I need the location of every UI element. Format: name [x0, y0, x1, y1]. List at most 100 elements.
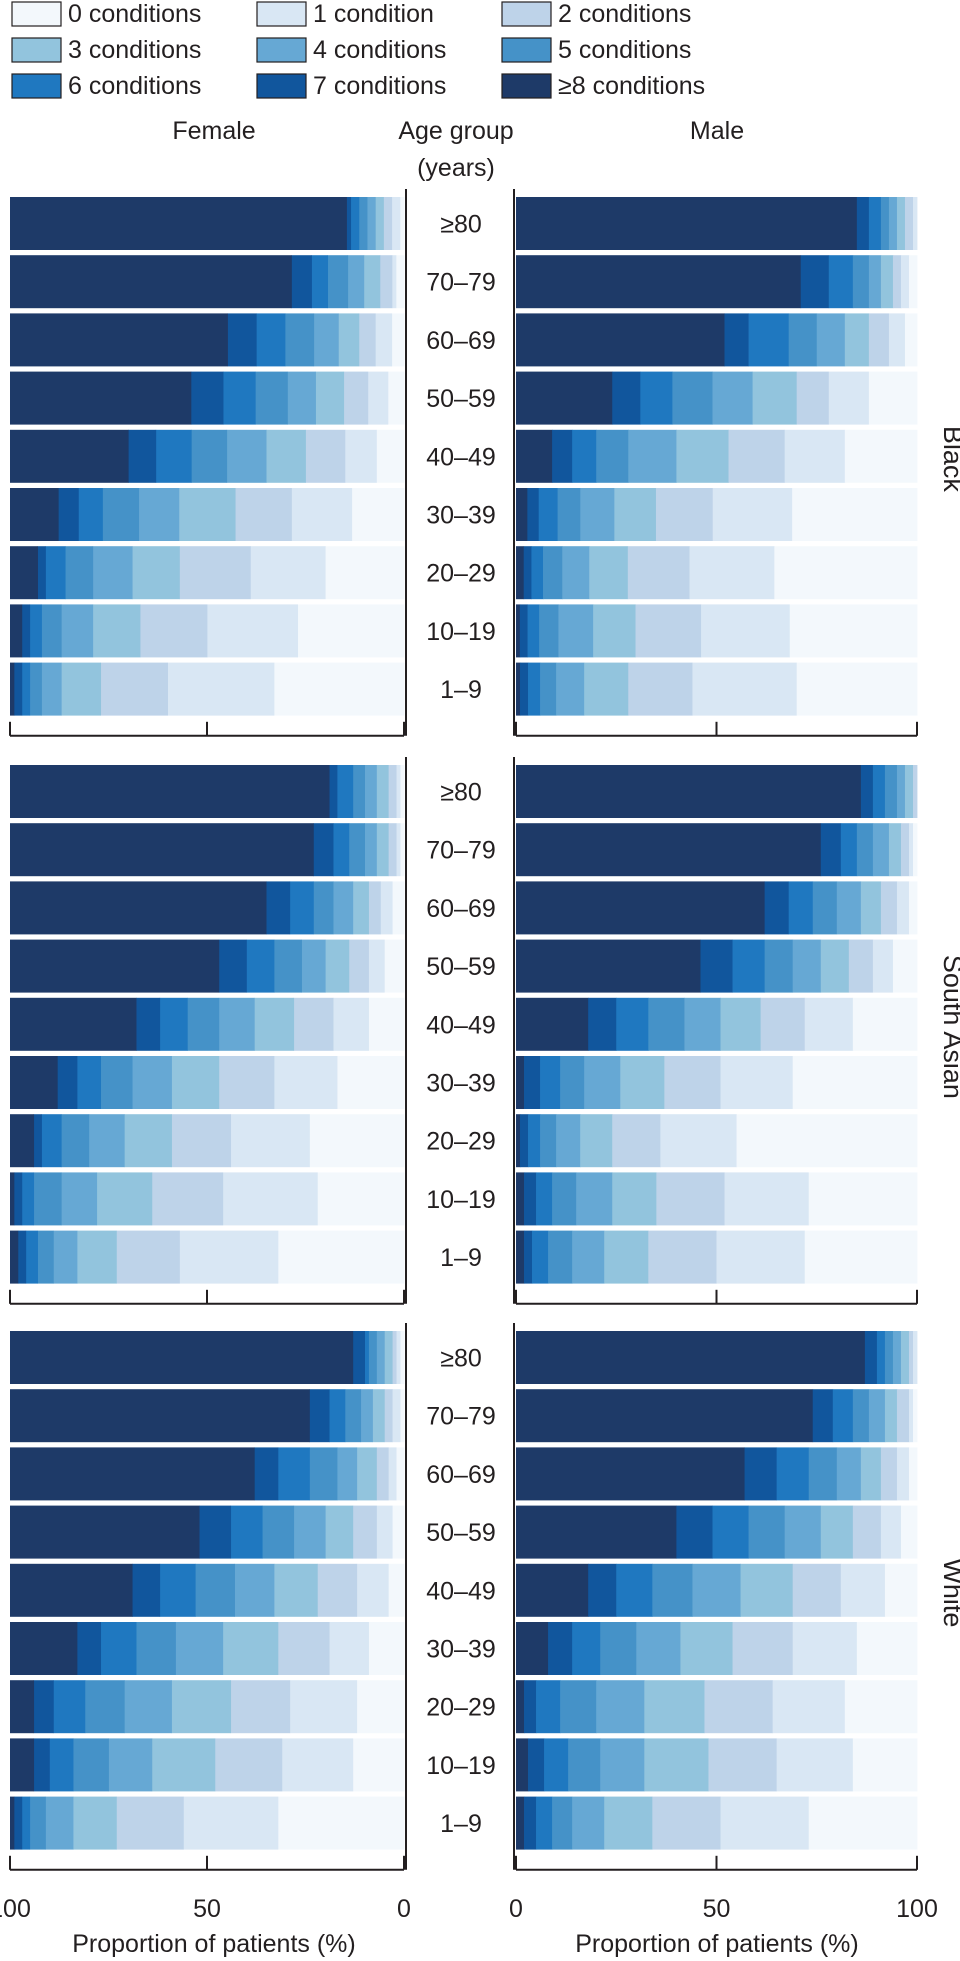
bar-segment-female-south-asian-ge80-8	[10, 765, 330, 818]
panel-label-black: Black	[938, 426, 960, 493]
bar-segment-male-white-50-59-5	[748, 1505, 786, 1559]
bar-segment-female-south-asian-1-9-0	[277, 1230, 405, 1284]
bar-segment-female-black-30-39-3	[178, 488, 236, 541]
bar-segment-male-black-1-9-0	[796, 662, 918, 716]
bar-segment-female-south-asian-30-39-1	[273, 1056, 338, 1109]
bar-segment-male-white-70-79-7	[812, 1389, 834, 1443]
bar-segment-male-black-50-59-2	[796, 371, 830, 425]
bar-segment-male-black-70-79-8	[516, 255, 802, 309]
bar-segment-female-south-asian-40-49-6	[159, 997, 188, 1051]
bar-segment-female-black-20-29-4	[92, 546, 133, 600]
legend-item-5-conditions: 5 conditions	[501, 36, 691, 64]
age-group-label: 30–39	[426, 502, 496, 530]
bar-segment-male-white-50-59-6	[712, 1505, 749, 1559]
bar-segment-female-south-asian-20-29-4	[88, 1114, 125, 1168]
bar-segment-male-white-30-39-6	[572, 1622, 601, 1675]
bar-segment-female-white-10-19-1	[281, 1738, 354, 1792]
bar-segment-female-black-50-59-0	[387, 371, 405, 425]
bar-segment-male-black-30-39-3	[614, 488, 657, 541]
age-group-label: 1–9	[440, 1810, 482, 1838]
legend-item-2-conditions: 2 conditions	[501, 0, 691, 28]
bar-segment-female-white-60-69-5	[309, 1447, 338, 1501]
bar-segment-male-black-ge80-8	[516, 197, 858, 250]
bar-segment-female-white-30-39-6	[100, 1622, 137, 1675]
header-male: Male	[690, 117, 744, 145]
bar-segment-male-black-30-39-8	[516, 488, 528, 541]
bar-segment-female-south-asian-70-79-3	[376, 823, 389, 877]
bar-segment-female-south-asian-10-19-8	[10, 1172, 15, 1226]
bar-segment-male-south-asian-50-59-2	[848, 939, 874, 993]
bar-segment-female-black-70-79-4	[347, 255, 365, 309]
bar-segment-female-white-10-19-8	[10, 1738, 35, 1792]
age-group-label: 60–69	[426, 895, 496, 923]
bar-segment-male-white-ge80-5	[884, 1331, 894, 1384]
bar-segment-female-south-asian-ge80-6	[337, 765, 354, 818]
bar-segment-female-south-asian-70-79-2	[388, 823, 397, 877]
bar-segment-female-south-asian-60-69-2	[368, 881, 381, 935]
bar-segment-female-white-50-59-0	[392, 1505, 405, 1559]
bar-segment-female-black-10-19-0	[297, 604, 405, 658]
bar-segment-male-white-50-59-3	[820, 1505, 854, 1559]
bar-segment-female-south-asian-50-59-6	[246, 939, 275, 993]
bar-segment-male-white-10-19-5	[568, 1738, 601, 1792]
bar-segment-male-black-20-29-5	[542, 546, 563, 600]
bar-segment-male-south-asian-1-9-8	[516, 1230, 525, 1284]
bar-segment-male-white-1-9-7	[524, 1796, 537, 1850]
bar-segment-male-south-asian-30-39-0	[792, 1056, 918, 1109]
bar-segment-female-south-asian-30-39-6	[76, 1056, 102, 1109]
bar-segment-female-black-40-49-0	[376, 429, 405, 483]
bar-segment-female-white-70-79-1	[392, 1389, 401, 1443]
bar-segment-female-white-60-69-2	[376, 1447, 389, 1501]
bar-segment-male-black-10-19-8	[516, 604, 521, 658]
bar-segment-male-south-asian-60-69-7	[764, 881, 790, 935]
bar-segment-male-black-70-79-5	[852, 255, 870, 309]
age-group-label: 50–59	[426, 385, 496, 413]
bar-segment-male-black-30-39-5	[557, 488, 581, 541]
bar-segment-female-south-asian-30-39-4	[132, 1056, 172, 1109]
legend-item-4-conditions: 4 conditions	[256, 36, 446, 64]
bar-segment-female-black-ge80-3	[375, 197, 384, 250]
bar-segment-female-black-10-19-8	[10, 604, 23, 658]
bar-segment-male-black-70-79-2	[892, 255, 902, 309]
bar-segment-male-south-asian-50-59-8	[516, 939, 701, 993]
bar-segment-female-white-70-79-0	[400, 1389, 405, 1443]
bar-segment-female-south-asian-70-79-6	[333, 823, 350, 877]
bar-segment-female-black-20-29-1	[250, 546, 326, 600]
bar-segment-female-black-70-79-0	[395, 255, 405, 309]
bar-segment-male-south-asian-ge80-4	[896, 765, 906, 818]
bar-segment-male-black-10-19-4	[558, 604, 594, 658]
legend-label: 2 conditions	[558, 0, 691, 28]
bar-segment-female-black-50-59-8	[10, 371, 192, 425]
bar-segment-female-south-asian-40-49-0	[368, 997, 405, 1051]
bar-segment-male-south-asian-30-39-7	[524, 1056, 541, 1109]
bar-segment-male-black-1-9-6	[528, 662, 541, 716]
bar-segment-female-south-asian-40-49-8	[10, 997, 137, 1051]
bar-segment-male-south-asian-50-59-3	[820, 939, 850, 993]
legend-item-ge8-conditions: ≥8 conditions	[501, 72, 705, 100]
bar-segment-male-south-asian-ge80-3	[904, 765, 914, 818]
bar-segment-male-black-50-59-4	[712, 371, 753, 425]
bar-segment-female-white-70-79-5	[344, 1389, 362, 1443]
bar-segment-male-white-50-59-7	[676, 1505, 713, 1559]
bar-segment-female-black-40-49-2	[305, 429, 346, 483]
bar-segment-male-white-1-9-8	[516, 1796, 525, 1850]
bar-segment-female-black-1-9-8	[10, 662, 15, 716]
bar-segment-female-black-10-19-1	[207, 604, 299, 658]
bar-segment-male-white-10-19-3	[644, 1738, 709, 1792]
bar-segment-male-black-1-9-5	[540, 662, 557, 716]
bar-segment-female-black-1-9-6	[21, 662, 31, 716]
bar-segment-male-south-asian-40-49-0	[852, 997, 918, 1051]
bar-segment-male-south-asian-30-39-3	[620, 1056, 665, 1109]
bar-segment-male-south-asian-70-79-0	[912, 823, 918, 877]
bar-segment-male-white-40-49-3	[740, 1563, 794, 1617]
bar-segment-male-white-1-9-2	[652, 1796, 721, 1850]
bar-segment-male-south-asian-10-19-2	[656, 1172, 725, 1226]
bar-segment-female-white-ge80-6	[364, 1331, 369, 1384]
bar-segment-female-white-20-29-4	[124, 1680, 172, 1734]
bar-segment-female-south-asian-30-39-0	[337, 1056, 405, 1109]
bar-segment-female-black-ge80-2	[383, 197, 393, 250]
bar-segment-male-south-asian-20-29-6	[528, 1114, 541, 1168]
bar-segment-female-south-asian-40-49-4	[218, 997, 255, 1051]
bar-segment-female-white-70-79-2	[384, 1389, 393, 1443]
bar-segment-female-white-70-79-3	[372, 1389, 385, 1443]
